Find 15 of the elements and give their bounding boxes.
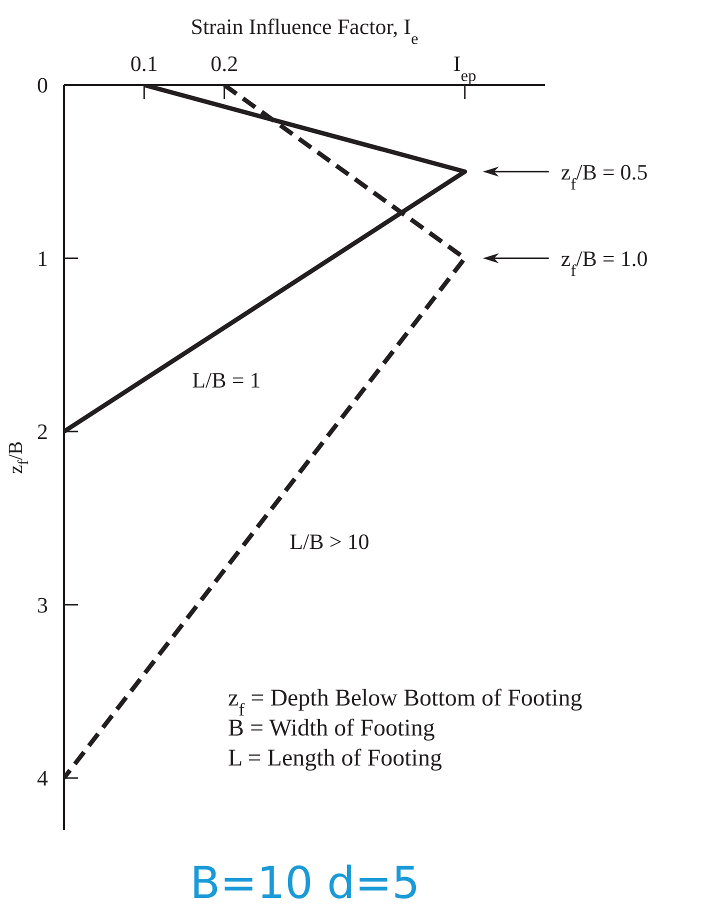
y-tick-label: 0 [37, 72, 48, 98]
series-label: L/B = 1 [192, 367, 261, 392]
y-tick-label: 4 [37, 766, 48, 791]
x-tick-label: 0.1 [130, 51, 158, 76]
y-tick-label: 3 [37, 592, 48, 618]
y-tick-label: 2 [37, 419, 48, 444]
series-label: L/B > 10 [290, 528, 370, 554]
x-tick-label: 0.2 [210, 51, 238, 76]
y-tick-label: 1 [37, 246, 48, 271]
annotation: L = Length of Footing [228, 745, 442, 772]
text: z$_{f}$/B = 0.5 [560, 159, 648, 193]
text: B=10 d=5 [190, 858, 420, 909]
text: z$_{f}$/B = 1.0 [560, 246, 648, 280]
x-tick-label: I$_{ep}$ [453, 51, 476, 84]
x-axis-title: Strain Influence Factor, I$_{e}$ [190, 14, 418, 48]
